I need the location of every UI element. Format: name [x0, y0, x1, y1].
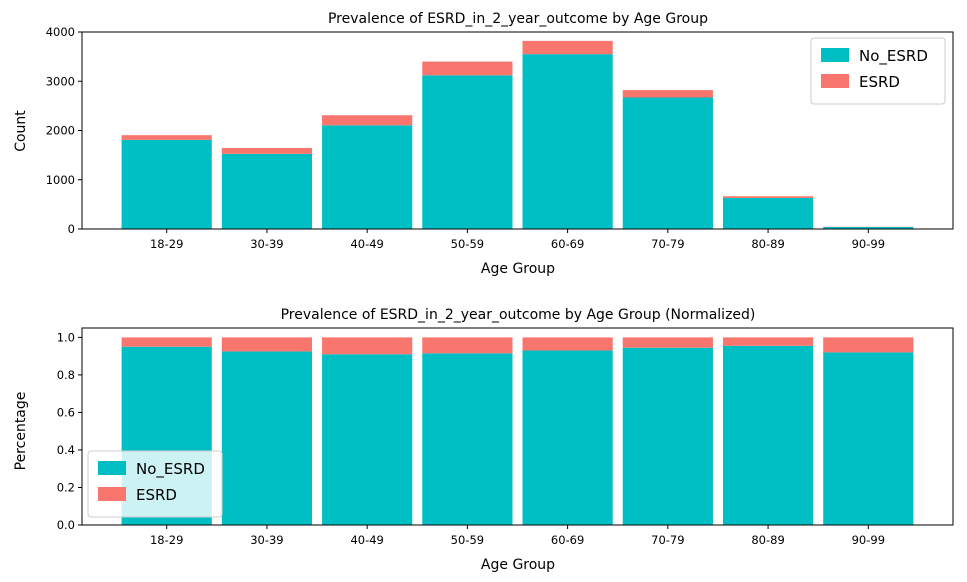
normalized-chart-ytick-label: 0.0 — [57, 518, 75, 532]
normalized-chart-ytick-label: 0.6 — [57, 405, 75, 419]
count-chart-xtick-label: 70-79 — [651, 237, 684, 251]
bar-no-esrd-80-89 — [722, 345, 814, 525]
bar-esrd-60-69 — [522, 337, 613, 351]
normalized-chart-ytick-label: 0.2 — [57, 480, 75, 494]
count-chart-ylabel: Count — [13, 110, 29, 152]
count-chart-xtick-label: 90-99 — [852, 237, 885, 251]
count-chart: Prevalence of ESRD_in_2_year_outcome by … — [13, 11, 954, 277]
count-chart-title: Prevalence of ESRD_in_2_year_outcome by … — [328, 11, 708, 27]
legend-swatch-esrd — [98, 487, 126, 501]
bar-esrd-80-89 — [722, 337, 814, 346]
normalized-chart: Prevalence of ESRD_in_2_year_outcome by … — [13, 307, 954, 573]
bar-no-esrd-70-79 — [622, 347, 713, 525]
count-chart-xtick-label: 18-29 — [150, 237, 183, 251]
bar-esrd-70-79 — [622, 337, 713, 348]
normalized-chart-xtick-label: 50-59 — [451, 533, 484, 547]
bar-esrd-30-39 — [221, 147, 313, 154]
legend-label-esrd: ESRD — [136, 486, 177, 504]
legend-label-no-esrd: No_ESRD — [136, 460, 205, 479]
bar-no-esrd-40-49 — [322, 125, 413, 229]
normalized-chart-title: Prevalence of ESRD_in_2_year_outcome by … — [281, 307, 756, 323]
bar-esrd-18-29 — [121, 135, 212, 140]
legend-swatch-esrd — [821, 74, 849, 88]
normalized-chart-xtick-label: 18-29 — [150, 533, 183, 547]
count-chart-xtick-label: 40-49 — [350, 237, 383, 251]
bar-esrd-80-89 — [722, 196, 814, 198]
normalized-chart-xtick-label: 60-69 — [551, 533, 584, 547]
bar-esrd-60-69 — [522, 40, 613, 55]
normalized-chart-bars — [121, 337, 914, 525]
count-chart-ytick-label: 3000 — [46, 74, 75, 88]
bar-no-esrd-40-49 — [322, 354, 413, 525]
count-chart-xtick-label: 80-89 — [751, 237, 784, 251]
normalized-chart-legend: No_ESRD ESRD — [87, 450, 223, 518]
normalized-chart-xlabel: Age Group — [481, 557, 555, 573]
bar-no-esrd-18-29 — [121, 139, 212, 229]
bar-esrd-50-59 — [422, 61, 513, 76]
legend-label-esrd: ESRD — [859, 73, 900, 91]
bar-esrd-90-99 — [823, 337, 914, 353]
normalized-chart-xtick-label: 70-79 — [651, 533, 684, 547]
normalized-chart-frame — [81, 327, 954, 526]
legend-swatch-no-esrd — [98, 461, 126, 475]
bar-esrd-30-39 — [221, 337, 313, 352]
bar-no-esrd-80-89 — [722, 197, 814, 229]
bar-no-esrd-50-59 — [422, 353, 513, 525]
normalized-chart-xtick-label: 40-49 — [350, 533, 383, 547]
bar-no-esrd-30-39 — [221, 351, 313, 525]
bar-esrd-40-49 — [322, 115, 413, 126]
bar-no-esrd-60-69 — [522, 350, 613, 525]
count-chart-ytick-label: 1000 — [46, 173, 75, 187]
bar-no-esrd-90-99 — [823, 227, 914, 229]
normalized-chart-ytick-label: 1.0 — [57, 330, 75, 344]
bar-no-esrd-50-59 — [422, 75, 513, 229]
count-chart-xtick-label: 60-69 — [551, 237, 584, 251]
count-chart-bars — [121, 40, 914, 229]
bar-esrd-40-49 — [322, 337, 413, 355]
normalized-chart-ytick-label: 0.4 — [57, 443, 75, 457]
bar-esrd-18-29 — [121, 337, 212, 347]
bar-no-esrd-70-79 — [622, 97, 713, 229]
count-chart-ytick-label: 2000 — [46, 124, 75, 138]
normalized-chart-xtick-label: 30-39 — [250, 533, 283, 547]
count-chart-ytick-label: 4000 — [46, 25, 75, 39]
legend-swatch-no-esrd — [821, 48, 849, 62]
count-chart-xtick-label: 50-59 — [451, 237, 484, 251]
legend-label-no-esrd: No_ESRD — [859, 47, 928, 66]
count-chart-xtick-label: 30-39 — [250, 237, 283, 251]
bar-no-esrd-30-39 — [221, 153, 313, 229]
bar-esrd-50-59 — [422, 337, 513, 354]
normalized-chart-xtick-label: 90-99 — [852, 533, 885, 547]
count-chart-legend: No_ESRD ESRD — [810, 37, 946, 105]
normalized-chart-ylabel: Percentage — [13, 392, 29, 471]
bar-esrd-70-79 — [622, 90, 713, 98]
normalized-chart-ytick-label: 0.8 — [57, 368, 75, 382]
count-chart-xlabel: Age Group — [481, 261, 555, 277]
normalized-chart-xtick-label: 80-89 — [751, 533, 784, 547]
count-chart-ytick-label: 0 — [68, 222, 75, 236]
bar-no-esrd-60-69 — [522, 54, 613, 229]
bar-no-esrd-90-99 — [823, 352, 914, 525]
